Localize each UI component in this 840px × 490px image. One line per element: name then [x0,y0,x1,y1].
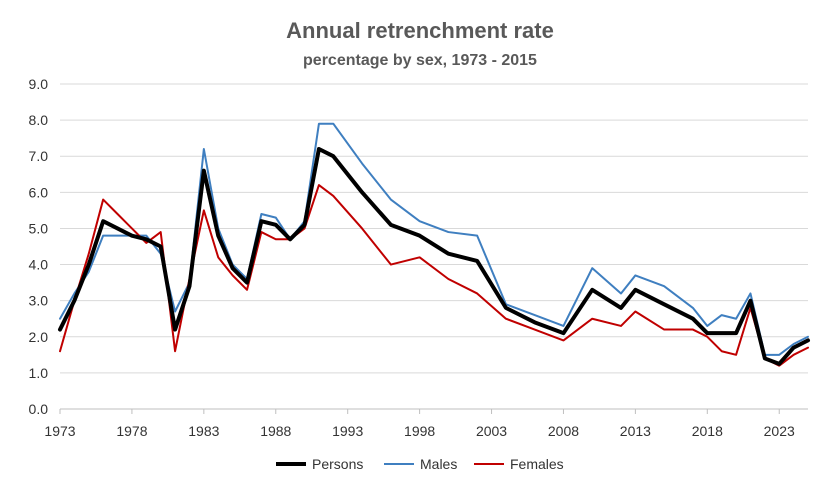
legend-label-males: Males [420,456,457,472]
y-tick-label: 4.0 [29,257,49,273]
gridlines [60,83,808,374]
y-tick-label: 1.0 [29,365,49,381]
y-tick-label: 6.0 [29,184,49,200]
series-line-females [59,184,809,367]
x-tick-label: 1988 [260,423,291,439]
y-tick-label: 5.0 [29,220,49,236]
x-tick-label: 2003 [476,423,507,439]
x-tick-label: 1993 [332,423,363,439]
y-tick-label: 2.0 [29,329,49,345]
x-tick-label: 2018 [692,423,723,439]
series-line-males [59,122,809,356]
y-tick-label: 3.0 [29,293,49,309]
legend-label-persons: Persons [312,456,363,472]
chart-subtitle: percentage by sex, 1973 - 2015 [303,52,537,69]
x-tick-label: 1983 [188,423,219,439]
y-tick-label: 7.0 [29,148,49,164]
x-tick-label: 2013 [620,423,651,439]
x-tick-label: 1973 [44,423,75,439]
x-tick-label: 1978 [116,423,147,439]
series-lines [58,122,810,367]
series-line-persons [58,147,810,366]
x-tick-label: 2023 [764,423,795,439]
y-tick-label: 8.0 [29,112,49,128]
legend: Persons Males Females [276,456,564,472]
chart-title: Annual retrenchment rate [286,18,554,43]
x-tick-label: 1998 [404,423,435,439]
x-tick-label: 2008 [548,423,579,439]
y-tick-label: 0.0 [29,401,49,417]
legend-label-females: Females [510,456,564,472]
y-tick-label: 9.0 [29,76,49,92]
axes: 0.0 1.0 2.0 3.0 4.0 5.0 6.0 7.0 8.0 9.0 1973 1978 19… [29,76,808,439]
